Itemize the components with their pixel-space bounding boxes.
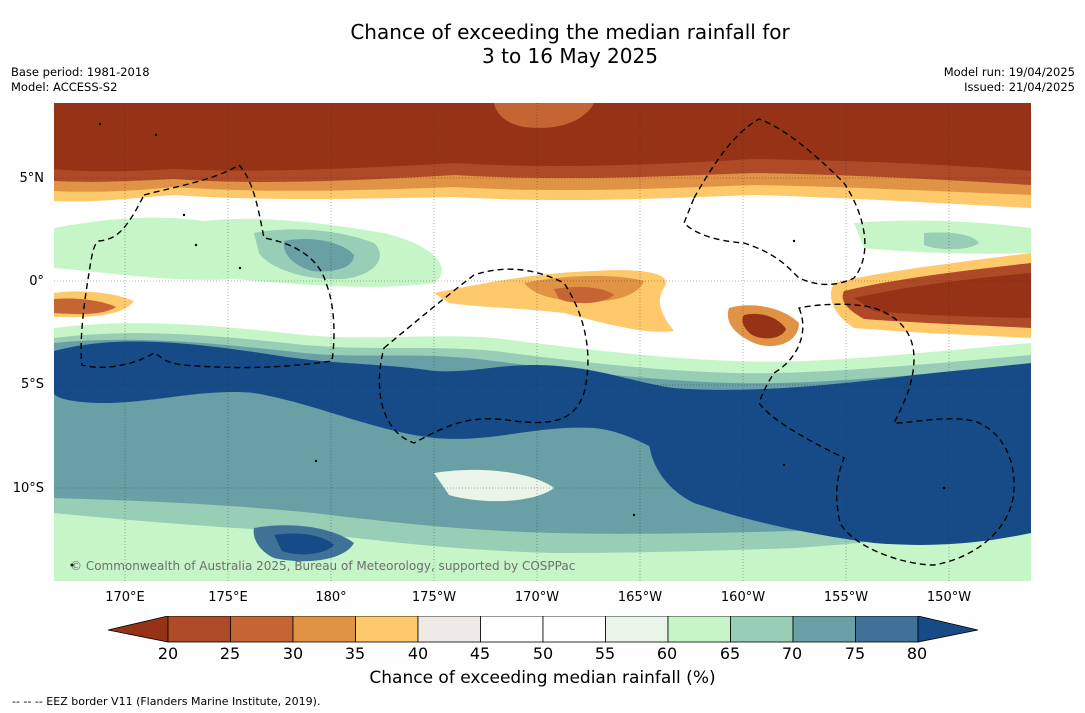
colorbar-tick-80: 80 [906, 644, 928, 663]
model-run-date: Model run: 19/04/2025 [943, 65, 1075, 79]
south-green-patch [434, 469, 554, 502]
colorbar [108, 616, 978, 643]
colorbar-tick-65: 65 [719, 644, 741, 663]
south-patch-deep [274, 533, 334, 555]
lat-label-5s: 5°S [20, 377, 44, 392]
colorbar-segment [167, 616, 231, 643]
lon-label-175w: 175°W [411, 590, 457, 605]
lon-label-150w: 150°W [926, 590, 972, 605]
colorbar-label: Chance of exceeding median rainfall (%) [369, 668, 716, 688]
colorbar-segment [355, 616, 419, 643]
colorbar-segment [730, 616, 794, 643]
colorbar-segment [605, 616, 669, 643]
graticule [54, 103, 1031, 581]
colorbar-segment [480, 616, 544, 643]
eez-legend-note: -- -- -- EEZ border V11 (Flanders Marine… [12, 695, 321, 708]
south-east-deep [648, 378, 1031, 545]
colorbar-tick-55: 55 [594, 644, 616, 663]
island-specks [70, 122, 946, 567]
colorbar-tick-20: 20 [157, 644, 179, 663]
model-name: Model: ACCESS-S2 [11, 80, 118, 94]
equator-dry-25 [554, 287, 614, 304]
metadata-left: Base period: 1981-2018 Model: ACCESS-S2 [11, 65, 150, 95]
lat-label-5n: 5°N [19, 171, 45, 186]
lon-label-170w: 170°W [514, 590, 560, 605]
colorbar-segment [855, 616, 919, 643]
colorbar-tick-30: 30 [282, 644, 304, 663]
east-green-dark [924, 232, 979, 250]
colorbar-segment [292, 616, 356, 643]
lon-label-180: 180° [315, 590, 347, 605]
lon-label-155w: 155°W [823, 590, 869, 605]
metadata-right: Model run: 19/04/2025 Issued: 21/04/2025 [944, 65, 1075, 95]
colorbar-segments [167, 616, 919, 643]
base-period: Base period: 1981-2018 [11, 65, 150, 79]
colorbar-segment [667, 616, 731, 643]
north-band-20 [54, 103, 1031, 172]
eez-borders [80, 118, 1015, 566]
title-line-1: Chance of exceeding the median rainfall … [350, 20, 790, 44]
colorbar-tick-25: 25 [219, 644, 241, 663]
issued-date: Issued: 21/04/2025 [964, 80, 1075, 94]
lat-label-10s: 10°S [12, 481, 44, 496]
west-dry-25 [54, 298, 116, 315]
lon-label-160w: 160°W [720, 590, 766, 605]
colorbar-tick-50: 50 [532, 644, 554, 663]
colorbar-low-arrow [108, 616, 169, 643]
colorbar-tick-40: 40 [407, 644, 429, 663]
colorbar-tick-45: 45 [469, 644, 491, 663]
lon-label-175e: 175°E [208, 590, 248, 605]
colorbar-high-arrow [917, 616, 978, 643]
copyright-notice: © Commonwealth of Australia 2025, Bureau… [70, 559, 576, 573]
colorbar-segment [792, 616, 856, 643]
lon-label-170e: 170°E [105, 590, 145, 605]
hawaii-gap-dry-inner [742, 313, 786, 339]
central-green-c [283, 238, 354, 272]
colorbar-tick-60: 60 [656, 644, 678, 663]
map-title: Chance of exceeding the median rainfall … [0, 20, 1085, 68]
lon-label-165w: 165°W [617, 590, 663, 605]
colorbar-tick-35: 35 [344, 644, 366, 663]
map-canvas [54, 103, 1031, 581]
colorbar-segment [417, 616, 481, 643]
colorbar-tick-75: 75 [844, 644, 866, 663]
north-band-shade [494, 103, 594, 128]
lat-label-equator: 0° [29, 274, 44, 289]
probability-map [54, 103, 1031, 581]
east-dry-20 [854, 273, 1031, 318]
colorbar-segment [230, 616, 294, 643]
colorbar-segment [542, 616, 606, 643]
colorbar-tick-70: 70 [781, 644, 803, 663]
title-line-2: 3 to 16 May 2025 [482, 44, 658, 68]
